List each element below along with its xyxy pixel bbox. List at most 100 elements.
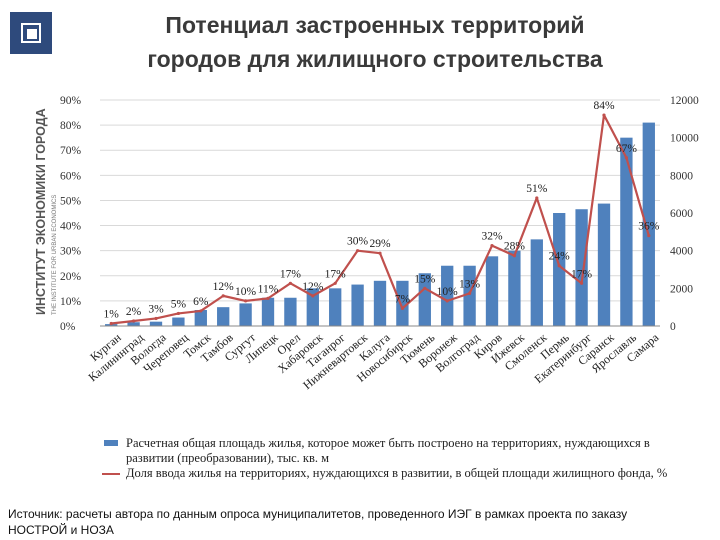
bar [553, 213, 566, 326]
line-point [535, 196, 539, 200]
left-tick-label: 50% [60, 195, 82, 207]
bar [351, 284, 364, 326]
bar [127, 322, 140, 326]
data-label: 17% [571, 268, 593, 280]
data-label: 6% [193, 296, 209, 308]
bar [217, 307, 230, 326]
left-tick-label: 40% [60, 221, 82, 233]
line-point [221, 294, 225, 298]
data-label: 11% [258, 283, 279, 295]
data-label: 17% [280, 268, 302, 280]
line-point [266, 296, 270, 300]
bar [194, 309, 207, 326]
line-point [490, 244, 494, 248]
data-label: 12% [302, 281, 324, 293]
data-label: 12% [213, 281, 235, 293]
data-label: 1% [104, 308, 120, 320]
data-label: 24% [549, 251, 571, 263]
left-tick-label: 80% [60, 120, 82, 132]
institute-name-ru: ИНСТИТУТ ЭКОНОМИКИ ГОРОДА [34, 108, 48, 315]
legend-item-bars: Расчетная общая площадь жилья, которое м… [100, 436, 700, 466]
right-tick-label: 8000 [670, 170, 693, 182]
data-label: 51% [526, 183, 548, 195]
bar [530, 239, 543, 326]
data-label: 36% [638, 221, 660, 233]
left-tick-label: 30% [60, 246, 82, 258]
source-note: Источник: расчеты автора по данным опрос… [8, 506, 708, 538]
line-point [176, 311, 180, 316]
line-point [468, 291, 472, 295]
line-series [109, 113, 651, 326]
line-point [333, 281, 337, 285]
line-point [244, 299, 248, 303]
left-tick-label: 0% [60, 321, 76, 333]
right-tick-label: 2000 [670, 283, 693, 295]
bar [597, 203, 611, 326]
data-label: 5% [171, 298, 187, 310]
bar [306, 288, 319, 326]
bar [373, 280, 387, 326]
data-label: 29% [369, 238, 391, 250]
line-point [311, 294, 315, 298]
right-tick-label: 12000 [670, 95, 699, 107]
left-tick-label: 60% [60, 170, 82, 182]
bar [329, 288, 342, 326]
bar [396, 280, 409, 326]
bar [642, 122, 655, 326]
legend-bar-swatch [104, 440, 118, 446]
page-title: Потенциал застроенных территорий городов… [95, 8, 655, 76]
line-point [154, 316, 158, 321]
line-point [288, 281, 292, 285]
bar [239, 303, 252, 326]
line-point [423, 286, 427, 290]
data-label: 13% [459, 278, 481, 290]
combo-chart: 1% 2% 3% 5% 6%12% 10% 11%17%12%17%30% 29%7%15%1… [60, 95, 699, 392]
institute-name-en: THE INSTITUTE FOR URBAN ECONOMICS [52, 195, 58, 315]
left-tick-label: 90% [60, 95, 82, 107]
bar [441, 265, 454, 326]
right-tick-label: 10000 [670, 133, 699, 145]
line-point [647, 234, 651, 238]
data-labels: 1% 2% 3% 5% 6%12% 10% 11%17%12%17%30% 29%7%15%1… [104, 100, 660, 320]
title-line-1: Потенциал застроенных территорий [165, 12, 585, 38]
line-point [445, 299, 449, 303]
bar [620, 137, 633, 326]
data-label: 15% [414, 273, 436, 285]
left-tick-label: 70% [60, 145, 82, 157]
left-tick-label: 20% [60, 271, 82, 283]
bar [261, 297, 275, 326]
data-label: 2% [126, 306, 142, 318]
line-point [378, 251, 382, 255]
institute-name: ИНСТИТУТ ЭКОНОМИКИ ГОРОДА THE INSTITUTE … [34, 108, 58, 315]
left-tick-label: 10% [60, 296, 82, 308]
legend: Расчетная общая площадь жилья, которое м… [100, 436, 700, 481]
institute-logo-icon [10, 12, 52, 54]
bar [284, 297, 297, 326]
legend-line-swatch [102, 473, 120, 475]
line-point [557, 264, 561, 268]
data-label: 7% [395, 293, 411, 305]
data-label: 3% [148, 303, 164, 315]
bar-series [105, 122, 655, 326]
legend-bars-label: Расчетная общая площадь жилья, которое м… [126, 436, 650, 465]
right-tick-label: 0 [670, 321, 676, 333]
line-point [512, 254, 517, 258]
data-label: 67% [616, 143, 638, 155]
legend-line-label: Доля ввода жилья на территориях, нуждающ… [126, 466, 668, 480]
data-label: 10% [235, 286, 257, 298]
bar [149, 321, 163, 326]
legend-item-line: Доля ввода жилья на территориях, нуждающ… [100, 466, 700, 481]
data-label: 32% [481, 231, 503, 243]
data-label: 17% [325, 268, 347, 280]
data-label: 28% [504, 241, 526, 253]
bar [508, 250, 521, 326]
title-line-2: городов для жилищного строительства [147, 46, 603, 72]
bar [575, 209, 588, 326]
line-point [109, 321, 113, 326]
data-label: 10% [437, 286, 459, 298]
line-point [356, 249, 360, 253]
line-point [602, 113, 606, 117]
line-point [624, 156, 629, 160]
bar [418, 273, 431, 326]
line-point [199, 309, 203, 313]
